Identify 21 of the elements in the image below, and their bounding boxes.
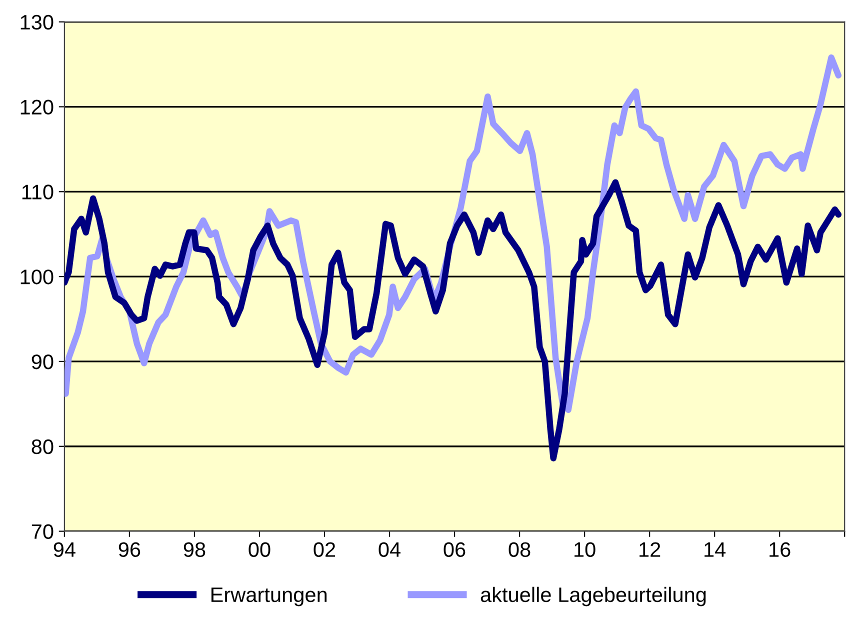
legend-label: aktuelle Lagebeurteilung — [480, 586, 706, 606]
x-tick-label: 12 — [640, 542, 660, 557]
legend-label: Erwartungen — [211, 588, 327, 606]
x-tick-label: 16 — [770, 542, 790, 557]
y-tick-label: 130 — [20, 14, 54, 30]
x-tick-label: 04 — [378, 542, 400, 557]
x-tick-label: 10 — [574, 542, 596, 557]
y-tick-label: 110 — [22, 184, 54, 200]
y-tick-label: 70 — [32, 524, 54, 540]
x-tick-label: 98 — [184, 542, 206, 557]
x-tick-label: 96 — [118, 542, 140, 557]
y-tick-label: 80 — [32, 439, 54, 454]
x-tick-label: 14 — [704, 542, 726, 557]
y-tick-label: 90 — [32, 354, 54, 370]
x-tick-label: 94 — [54, 542, 76, 557]
x-tick-label: 08 — [508, 542, 530, 557]
y-tick-label: 100 — [20, 270, 54, 284]
x-tick-label: 02 — [314, 542, 336, 557]
x-tick-label: 00 — [248, 542, 270, 557]
x-tick-label: 06 — [444, 542, 466, 557]
y-tick-label: 120 — [20, 100, 54, 115]
